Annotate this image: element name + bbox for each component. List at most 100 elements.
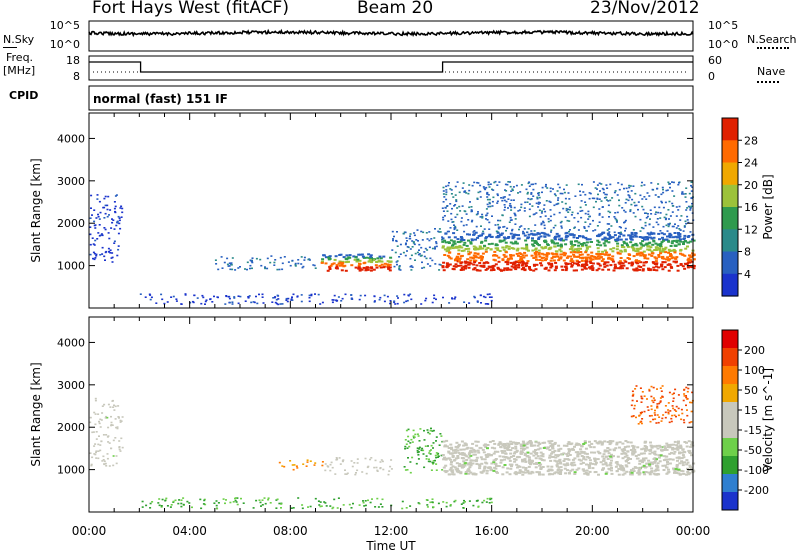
echo-cell — [300, 263, 303, 265]
echo-cell — [112, 439, 115, 442]
echo-cell — [534, 255, 538, 258]
echo-cell — [527, 236, 530, 239]
echo-cell — [327, 256, 331, 259]
echo-cell — [151, 501, 154, 503]
echo-cell — [442, 193, 445, 195]
echo-cell — [425, 232, 428, 234]
echo-cell — [525, 243, 529, 246]
echo-cell — [550, 263, 554, 266]
echo-cell — [615, 443, 619, 446]
echo-cell — [471, 473, 475, 475]
echo-cell — [675, 415, 677, 418]
echo-cell — [685, 187, 688, 189]
echo-cell — [494, 263, 498, 266]
echo-cell — [600, 442, 604, 445]
echo-cell — [625, 454, 629, 457]
echo-cell — [488, 221, 491, 224]
echo-cell — [540, 222, 543, 225]
echo-cell — [263, 497, 266, 499]
echo-cell — [468, 302, 471, 304]
echo-cell — [416, 447, 419, 449]
echo-cell — [528, 440, 531, 443]
echo-cell — [471, 219, 474, 222]
echo-cell — [404, 439, 407, 441]
echo-cell — [513, 460, 517, 463]
echo-cell — [182, 503, 185, 506]
echo-cell — [297, 262, 300, 265]
echo-cell — [567, 211, 570, 213]
echo-cell — [684, 220, 687, 223]
echo-cell — [491, 200, 494, 203]
echo-cell — [680, 408, 683, 411]
echo-cell — [119, 419, 122, 422]
echo-cell — [453, 227, 456, 229]
echo-cell — [375, 266, 379, 269]
echo-cell — [389, 260, 393, 263]
echo-cell — [562, 444, 566, 447]
echo-cell — [404, 231, 407, 234]
echo-cell — [523, 210, 526, 212]
echo-cell — [565, 462, 569, 465]
echo-cell — [649, 218, 651, 220]
echo-cell — [642, 261, 646, 264]
echo-cell — [430, 444, 433, 447]
echo-cell — [685, 201, 688, 203]
echo-cell — [535, 462, 539, 464]
echo-cell — [632, 185, 635, 187]
echo-cell — [681, 412, 684, 415]
echo-cell — [445, 445, 449, 448]
echo-cell — [559, 239, 563, 242]
echo-cell — [575, 442, 579, 445]
echo-cell — [269, 502, 272, 504]
echo-cell — [328, 255, 332, 258]
echo-cell — [535, 452, 539, 454]
echo-cell — [685, 459, 689, 462]
echo-cell — [106, 416, 109, 419]
echo-cell — [470, 238, 474, 241]
echo-cell — [414, 259, 416, 261]
echo-cell — [486, 447, 489, 450]
echo-cell — [657, 196, 660, 198]
echo-cell — [449, 466, 453, 469]
echo-cell — [356, 469, 359, 472]
echo-cell — [576, 443, 580, 445]
echo-cell — [639, 246, 643, 249]
echo-cell — [577, 250, 580, 252]
echo-cell — [608, 216, 610, 218]
echo-cell — [460, 220, 463, 223]
echo-cell — [492, 269, 496, 271]
echo-cell — [485, 501, 488, 503]
echo-cell — [482, 264, 486, 267]
echo-cell — [446, 254, 450, 257]
echo-cell — [657, 421, 660, 424]
echo-cell — [656, 218, 659, 220]
echo-cell — [569, 260, 573, 262]
echo-cell — [91, 456, 94, 459]
echo-cell — [498, 250, 502, 252]
echo-cell — [482, 262, 486, 265]
echo-cell — [557, 199, 559, 201]
echo-cell — [596, 225, 599, 227]
echo-cell — [664, 246, 668, 249]
echo-cell — [465, 455, 469, 458]
echo-cell — [404, 243, 407, 246]
echo-cell — [501, 451, 505, 454]
cpid-strip-frame — [88, 85, 694, 111]
velocity-colorbar-swatch — [722, 474, 738, 493]
echo-cell — [178, 499, 181, 501]
echo-cell — [528, 266, 531, 268]
echo-cell — [682, 456, 686, 459]
echo-cell — [606, 232, 610, 235]
echo-cell — [369, 254, 373, 257]
echo-cell — [657, 454, 661, 457]
echo-cell — [393, 265, 396, 268]
echo-cell — [680, 215, 683, 217]
echo-cell — [544, 245, 548, 248]
echo-cell — [573, 445, 576, 448]
echo-cell — [396, 295, 399, 297]
echo-cell — [584, 267, 588, 270]
echo-cell — [572, 234, 576, 237]
echo-cell — [490, 299, 493, 302]
echo-cell — [625, 242, 629, 245]
echo-cell — [582, 457, 586, 460]
